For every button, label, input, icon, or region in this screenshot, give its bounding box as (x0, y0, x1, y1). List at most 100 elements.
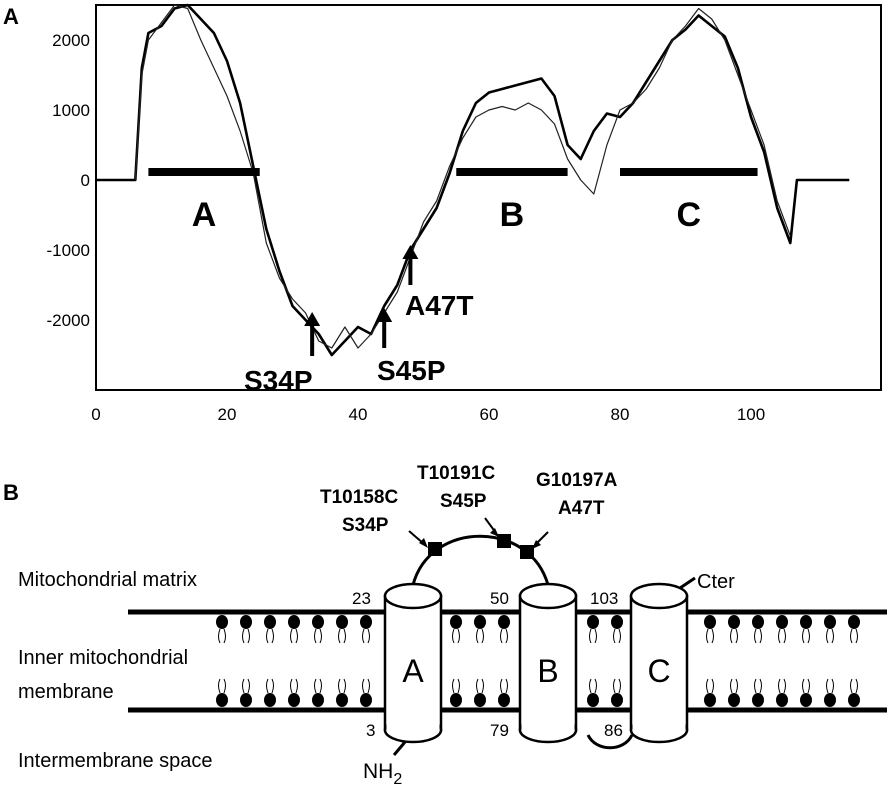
region-label-a: A (192, 196, 217, 234)
helix-b (518, 582, 578, 744)
lipid-head (450, 693, 462, 707)
mutation-marker-s34p (428, 542, 442, 556)
mutation-nt-a47t: G10197A (536, 470, 618, 491)
lipid-tail (826, 678, 834, 694)
series-layer (96, 3, 850, 357)
intermembrane-loop (586, 734, 634, 750)
lipid-head (587, 693, 599, 707)
x-tick-label: 0 (91, 405, 100, 424)
lipid-head (848, 615, 860, 629)
lipid-tail (589, 678, 597, 694)
lipid-head (752, 693, 764, 707)
mutation-arrowhead-s34p (304, 312, 321, 326)
lipid-head (216, 693, 228, 707)
lipid-head (824, 693, 836, 707)
helix-c-label: C (647, 653, 670, 689)
lipid-tail (362, 678, 370, 694)
mutation-aa-a47t: A47T (558, 498, 605, 519)
lipid-head (704, 693, 716, 707)
lipid-tail (730, 628, 738, 644)
lipid-tail (314, 628, 322, 644)
lipid-head (474, 615, 486, 629)
plot-frame (95, 4, 882, 391)
mutation-label-s45p: S45P (377, 355, 446, 386)
x-tick-label: 40 (349, 405, 368, 424)
series-line-2 (134, 4, 791, 349)
intermembrane-label: Intermembrane space (18, 750, 213, 772)
mutation-label-a47t: A47T (405, 290, 473, 321)
lipid-tail (850, 628, 858, 644)
lipid-head (728, 693, 740, 707)
n-terminus-tail (392, 741, 407, 756)
lipid-bilayer (216, 615, 860, 707)
c-terminus-label: Cter (697, 571, 735, 593)
lipid-head (800, 615, 812, 629)
lipid-tail (754, 628, 762, 644)
mutation-layer: S34P S45P A47T (244, 245, 473, 396)
lipid-tail (338, 678, 346, 694)
lipid-tail (218, 678, 226, 694)
lipid-head (264, 615, 276, 629)
lipid-tail (242, 678, 250, 694)
lipid-tail (476, 678, 484, 694)
series-line-1 (96, 3, 850, 357)
mutation-nt-s34p: T10158C (320, 487, 398, 508)
lipid-head (336, 693, 348, 707)
helix-a (383, 582, 443, 744)
n-terminus-label: NH2 (363, 760, 402, 788)
residue-50: 50 (490, 589, 509, 608)
helix-b-label: B (537, 653, 558, 689)
lipid-tail (850, 678, 858, 694)
x-tick-label: 60 (480, 405, 499, 424)
region-layer: A B C (148, 168, 758, 234)
helix-a-label: A (402, 653, 424, 689)
mutation-arrowhead-s45p (376, 308, 393, 322)
lipid-tail (290, 628, 298, 644)
lipid-head (800, 693, 812, 707)
lipid-tail (589, 628, 597, 644)
residue-79: 79 (490, 721, 509, 740)
lipid-head (240, 693, 252, 707)
arrow-a47t-head (532, 540, 541, 549)
c-terminus-tail (679, 576, 696, 590)
lipid-tail (613, 628, 621, 644)
residue-23: 23 (352, 589, 371, 608)
y-tick-label: -1000 (47, 241, 90, 260)
lipid-tail (754, 678, 762, 694)
lipid-head (728, 615, 740, 629)
lipid-tail (613, 678, 621, 694)
lipid-head (498, 615, 510, 629)
lipid-tail (802, 628, 810, 644)
residue-3: 3 (366, 721, 375, 740)
arrow-s34p-head (419, 538, 428, 548)
mutation-marker-a47t (520, 545, 534, 559)
y-tick-label: 0 (81, 171, 90, 190)
lipid-head (288, 693, 300, 707)
x-tick-labels: 0 20 40 60 80 100 (91, 405, 765, 424)
lipid-head (450, 615, 462, 629)
mutation-label-s34p: S34P (244, 365, 313, 396)
lipid-head (587, 615, 599, 629)
lipid-tail (452, 678, 460, 694)
y-tick-label: 2000 (52, 31, 90, 50)
lipid-tail (290, 678, 298, 694)
lipid-tail (314, 678, 322, 694)
mutation-aa-s45p: S45P (440, 491, 487, 512)
matrix-loop (411, 534, 550, 586)
arrow-s45p-head (490, 528, 499, 537)
membrane-label-line2: membrane (18, 681, 114, 703)
lipid-tail (730, 678, 738, 694)
mutation-arrowhead-a47t (402, 245, 419, 259)
lipid-head (336, 615, 348, 629)
residue-86: 86 (604, 721, 623, 740)
lipid-tail (500, 678, 508, 694)
lipid-head (240, 615, 252, 629)
lipid-tail (500, 628, 508, 644)
lipid-tail (706, 678, 714, 694)
lipid-head (498, 693, 510, 707)
panel-a-label: A (3, 4, 19, 29)
lipid-tail (338, 628, 346, 644)
lipid-tail (266, 678, 274, 694)
y-tick-label: 1000 (52, 101, 90, 120)
x-tick-label: 20 (218, 405, 237, 424)
